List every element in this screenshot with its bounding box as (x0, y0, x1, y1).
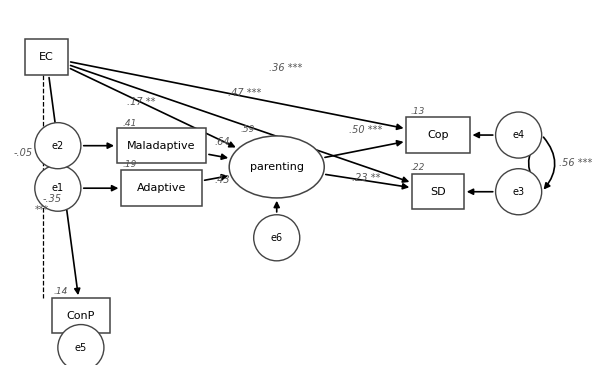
FancyBboxPatch shape (121, 170, 202, 206)
Ellipse shape (58, 325, 104, 369)
FancyBboxPatch shape (52, 298, 110, 334)
Text: .50 ***: .50 *** (349, 125, 383, 135)
Text: -.05: -.05 (14, 148, 33, 158)
FancyBboxPatch shape (412, 174, 464, 210)
Text: e1: e1 (52, 183, 64, 193)
Text: .47 ***: .47 *** (229, 88, 262, 98)
FancyArrowPatch shape (544, 137, 555, 188)
Text: .64: .64 (214, 137, 230, 148)
Text: EC: EC (39, 52, 53, 62)
Text: e5: e5 (75, 342, 87, 353)
Ellipse shape (229, 136, 324, 198)
Text: .41: .41 (122, 119, 137, 128)
Text: .14: .14 (53, 287, 68, 296)
Text: .56 ***: .56 *** (559, 158, 592, 168)
Text: .13: .13 (410, 107, 425, 115)
Ellipse shape (496, 169, 542, 215)
Text: Maladaptive: Maladaptive (127, 141, 196, 151)
FancyBboxPatch shape (117, 128, 206, 163)
Text: .22: .22 (410, 163, 425, 172)
FancyArrowPatch shape (529, 139, 540, 190)
Ellipse shape (254, 215, 300, 261)
Text: SD: SD (430, 187, 446, 197)
Text: parenting: parenting (250, 162, 304, 172)
Text: e4: e4 (512, 130, 525, 140)
Text: e2: e2 (52, 141, 64, 151)
Text: ***: *** (35, 205, 49, 215)
Text: .36 ***: .36 *** (269, 63, 302, 73)
FancyBboxPatch shape (25, 39, 68, 75)
Ellipse shape (35, 165, 81, 211)
Text: -.35: -.35 (43, 194, 62, 204)
Text: Cop: Cop (427, 130, 449, 140)
FancyBboxPatch shape (406, 117, 470, 153)
Ellipse shape (35, 123, 81, 169)
Text: .17 **: .17 ** (127, 97, 155, 107)
Text: Adaptive: Adaptive (137, 183, 186, 193)
Text: .19: .19 (122, 160, 137, 169)
Text: .23 **: .23 ** (352, 173, 380, 183)
Text: e6: e6 (271, 233, 283, 243)
Text: ConP: ConP (67, 311, 95, 321)
Text: e3: e3 (512, 187, 525, 197)
Text: .43: .43 (214, 175, 230, 184)
Ellipse shape (496, 112, 542, 158)
Text: .59: .59 (241, 125, 255, 134)
